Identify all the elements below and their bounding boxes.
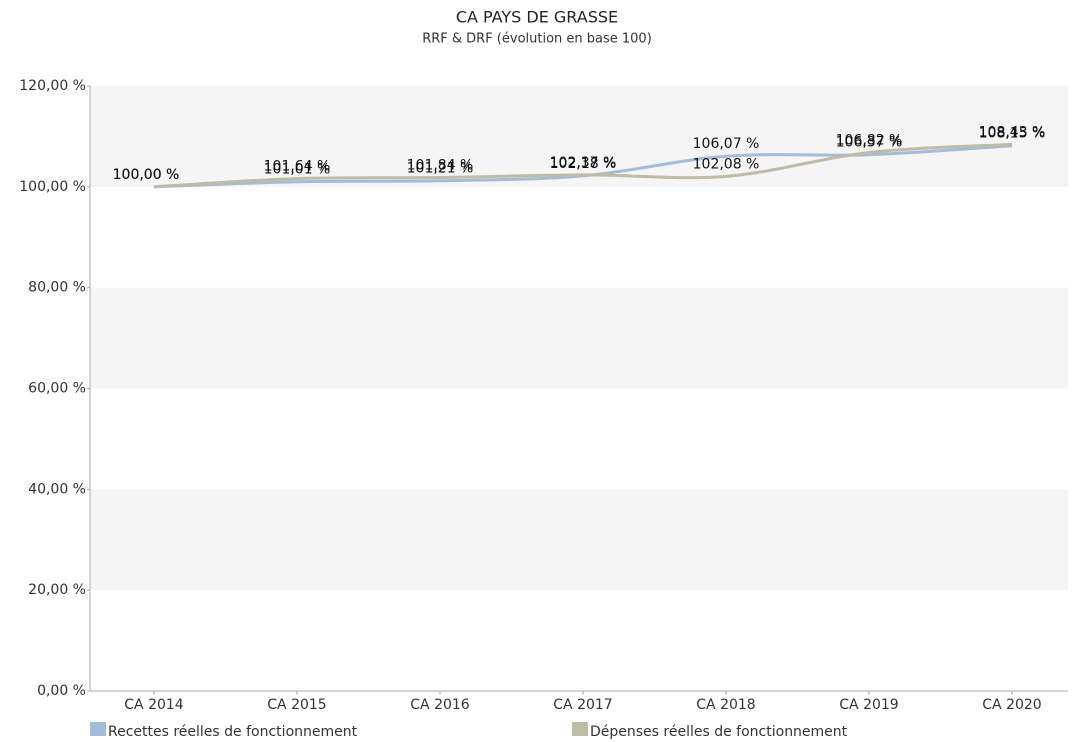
y-tick-label: 120,00 % xyxy=(19,78,86,94)
y-tick-label: 60,00 % xyxy=(28,381,86,397)
data-label: 108,15 % xyxy=(979,126,1046,142)
data-label: 100,00 % xyxy=(113,167,180,183)
grid-band xyxy=(90,287,1068,389)
y-tick-label: 80,00 % xyxy=(28,280,86,296)
data-label: 101,64 % xyxy=(264,159,331,175)
series-line xyxy=(153,142,1013,189)
data-label: 100,00 % xyxy=(113,167,180,183)
data-label: 106,82 % xyxy=(836,132,903,148)
chart-title: CA PAYS DE GRASSE xyxy=(456,8,618,27)
y-tick-label: 20,00 % xyxy=(28,582,86,598)
legend-label: Recettes réelles de fonctionnement xyxy=(108,724,358,740)
x-tick-label: CA 2019 xyxy=(839,697,898,713)
legend-swatch xyxy=(90,722,106,736)
data-label: 101,21 % xyxy=(407,161,474,177)
data-label: 102,18 % xyxy=(550,156,617,172)
data-label: 108,43 % xyxy=(979,124,1046,140)
chart-subtitle: RRF & DRF (évolution en base 100) xyxy=(422,32,652,47)
y-tick-label: 100,00 % xyxy=(19,179,86,195)
data-label: 102,37 % xyxy=(550,155,617,171)
x-tick-label: CA 2016 xyxy=(410,697,470,713)
x-tick-label: CA 2015 xyxy=(267,697,326,713)
legend-label: Dépenses réelles de fonctionnement xyxy=(590,724,848,740)
data-label: 102,08 % xyxy=(693,156,760,172)
legend-swatch xyxy=(572,722,588,736)
data-label: 101,84 % xyxy=(407,158,474,174)
x-tick-label: CA 2018 xyxy=(696,697,755,713)
x-tick-label: CA 2020 xyxy=(982,697,1041,713)
data-label: 101,01 % xyxy=(264,162,331,178)
data-label: 106,07 % xyxy=(693,136,760,152)
y-tick-label: 40,00 % xyxy=(28,481,86,497)
grid-band xyxy=(90,86,1068,187)
data-label: 106,37 % xyxy=(836,135,903,151)
grid-band xyxy=(90,489,1068,591)
x-tick-label: CA 2017 xyxy=(553,697,612,713)
x-tick-label: CA 2014 xyxy=(124,697,184,713)
y-tick-label: 0,00 % xyxy=(37,683,86,699)
